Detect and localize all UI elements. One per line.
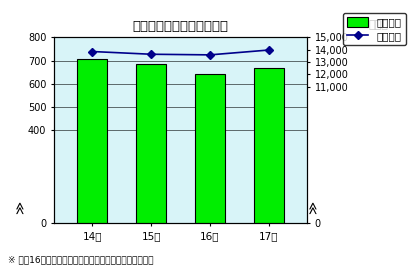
- Bar: [254, 68, 283, 223]
- Text: ≫: ≫: [307, 201, 320, 214]
- Bar: [78, 59, 107, 223]
- Text: ≫: ≫: [15, 201, 27, 214]
- Legend: 事業所数, 従業者数: 事業所数, 従業者数: [343, 13, 405, 45]
- Text: （人）: （人）: [368, 20, 388, 30]
- Bar: [195, 74, 225, 223]
- Title: 事業所数と従業者数の推移: 事業所数と従業者数の推移: [132, 20, 229, 33]
- Bar: [137, 64, 166, 223]
- Text: ※ 平成16年以前の数値は合併後の区域に組み替えたもの: ※ 平成16年以前の数値は合併後の区域に組み替えたもの: [8, 256, 154, 265]
